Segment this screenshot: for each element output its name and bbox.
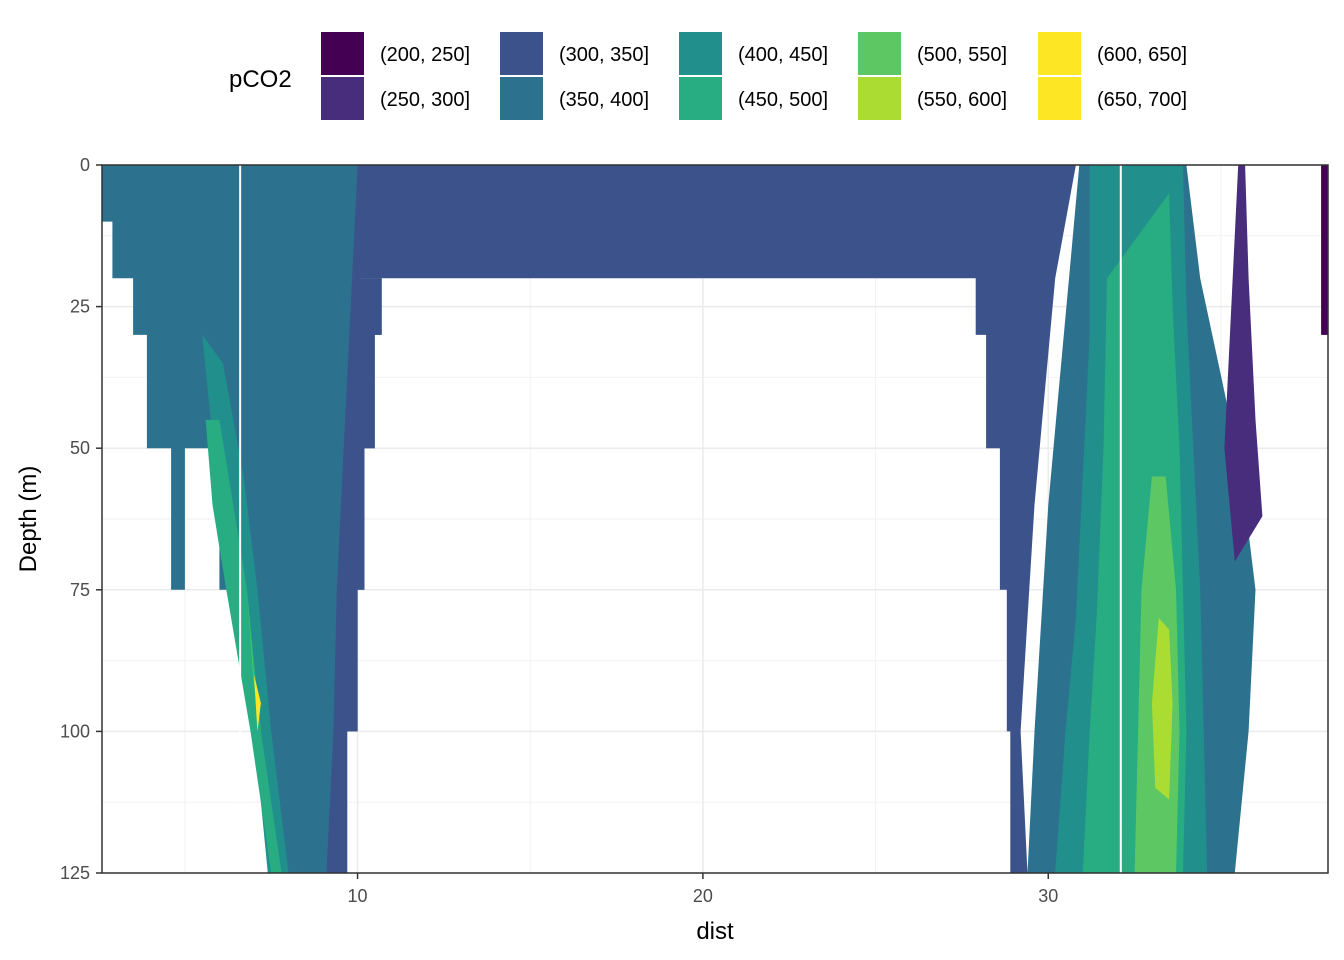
plot-border [101, 164, 1329, 874]
legend-label: (400, 450] [738, 44, 828, 66]
legend-label: (200, 250] [380, 44, 470, 66]
contour-region-4 [205, 419, 282, 873]
legend-label: (450, 500] [738, 89, 828, 111]
contour-region-1 [326, 165, 382, 873]
x-axis: 10 20 30 [348, 873, 1058, 906]
legend-key [1038, 77, 1081, 120]
contour-region-6 [254, 674, 261, 732]
legend-label: (600, 650] [1097, 44, 1187, 66]
legend-label: (500, 550] [917, 44, 1007, 66]
legend-key [500, 32, 543, 75]
legend-key [858, 32, 901, 75]
legend-key [679, 77, 722, 120]
x-axis-title: dist [696, 918, 734, 945]
contour-region-2 [361, 165, 1076, 873]
legend-label: (550, 600] [917, 89, 1007, 111]
contour-region-12 [1224, 165, 1263, 562]
y-tick-label: 50 [70, 438, 90, 458]
station-lines [239, 165, 1122, 873]
contour-region-13 [1321, 165, 1328, 335]
legend-label: (350, 400] [559, 89, 649, 111]
legend-key [321, 77, 364, 120]
legend-key [858, 77, 901, 120]
x-tick-label: 20 [693, 886, 713, 906]
legend-title: pCO2 [229, 66, 292, 93]
y-tick-label: 100 [60, 721, 90, 741]
legend-label: (300, 350] [559, 44, 649, 66]
contour-region-11 [1151, 618, 1173, 800]
legend-key [500, 77, 543, 120]
legend: pCO2 (200, 250] (250, 300] (300, 350] (350,… [229, 32, 1187, 120]
y-tick-label: 75 [70, 580, 90, 600]
contour-regions [102, 165, 1328, 874]
x-tick-label: 10 [348, 886, 368, 906]
legend-key [321, 32, 364, 75]
x-tick-label: 30 [1038, 886, 1058, 906]
legend-label: (650, 700] [1097, 89, 1187, 111]
plot-panel [101, 164, 1329, 874]
legend-key [1038, 32, 1081, 75]
y-axis-title: Depth (m) [15, 466, 42, 573]
y-tick-label: 25 [70, 297, 90, 317]
legend-label: (250, 300] [380, 89, 470, 111]
y-tick-label: 125 [60, 863, 90, 883]
legend-key [679, 32, 722, 75]
y-tick-label: 0 [80, 155, 90, 175]
y-axis: 0 25 50 75 100 125 [60, 155, 102, 883]
